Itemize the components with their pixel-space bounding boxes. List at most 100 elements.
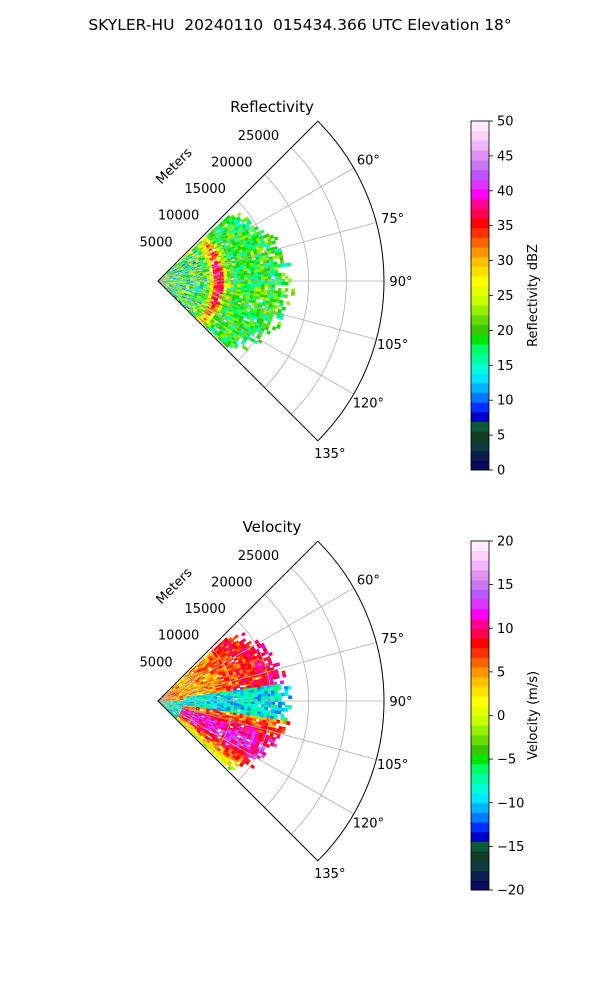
data-cell [171,292,176,296]
data-cell [187,305,191,309]
data-cell [218,740,223,744]
data-cell [268,721,274,725]
data-cell [196,296,201,299]
data-cell [226,706,231,709]
data-cell [223,676,228,681]
data-cell [205,238,210,242]
data-cell [191,269,196,272]
colorbar-swatch [471,392,489,403]
data-cell [203,235,208,240]
data-cell [283,717,288,722]
data-cell [164,273,168,276]
data-cell [217,670,222,674]
data-cell [177,682,181,686]
data-cell [187,300,191,303]
data-cell [167,692,172,695]
data-cell [230,275,235,279]
data-cell [165,703,170,706]
data-cell [171,287,175,290]
data-cell [256,711,261,715]
data-cell [213,735,218,739]
data-cell [197,293,202,296]
data-cell [234,640,240,645]
data-cell [231,316,237,321]
data-cell [234,762,240,768]
data-cell [161,703,165,707]
data-cell [256,754,261,760]
data-cell [184,688,189,691]
data-cell [218,335,224,340]
data-cell [171,287,176,290]
data-cell [213,705,218,708]
data-cell [194,294,198,297]
data-cell [194,686,199,689]
data-cell [211,323,216,328]
data-cell [240,656,245,661]
data-cell [171,692,175,695]
data-cell [162,277,166,280]
data-cell [192,273,197,276]
data-cell [193,281,198,283]
colorbar-swatch [471,256,489,267]
data-cell [190,293,195,296]
data-cell [196,705,201,708]
data-cell [254,281,259,285]
data-cell [182,285,187,287]
colorbar-swatch [471,382,489,393]
data-cell [192,706,197,709]
data-cell [194,727,199,731]
data-cell [234,731,239,735]
data-cell [169,688,173,692]
colorbar-tick-label: 0 [497,709,505,724]
data-cell [226,732,231,736]
data-cell [281,701,286,706]
data-cell [166,278,170,280]
data-cell [186,279,191,281]
data-cell [221,650,226,655]
data-cell [172,277,177,279]
data-cell [256,261,261,266]
data-cell [172,705,176,708]
data-cell [223,691,228,694]
data-cell [207,297,212,301]
data-cell [205,677,210,681]
data-cell [183,266,188,269]
data-cell [165,276,170,279]
data-cell [250,331,256,337]
data-cell [278,254,284,259]
data-cell [193,698,198,700]
data-cell [276,324,281,330]
data-cell [271,672,276,677]
data-cell [218,320,223,324]
range-tick-label: 10000 [158,209,199,224]
data-cell [273,681,278,686]
data-cell [166,699,170,700]
data-cell [231,308,237,312]
data-cell [220,698,225,701]
colorbar-swatch [471,305,489,316]
data-cell [164,285,169,288]
colorbar-tick-label: 0 [497,464,505,479]
data-cell [219,330,224,335]
data-cell [176,282,181,283]
data-cell [281,726,286,731]
data-field [159,631,293,772]
data-cell [189,262,194,266]
data-cell [232,734,237,739]
data-cell [261,696,265,700]
data-cell [247,703,252,707]
data-cell [182,696,187,699]
data-cell [192,692,197,695]
data-cell [201,729,206,733]
colorbar-swatch [471,773,489,784]
data-cell [208,711,213,714]
data-cell [219,667,224,671]
data-cell [173,688,177,691]
data-cell [207,262,212,266]
data-cell [206,283,211,286]
data-cell [180,292,184,295]
data-cell [181,717,185,720]
data-cell [254,694,259,698]
data-cell [183,300,187,304]
